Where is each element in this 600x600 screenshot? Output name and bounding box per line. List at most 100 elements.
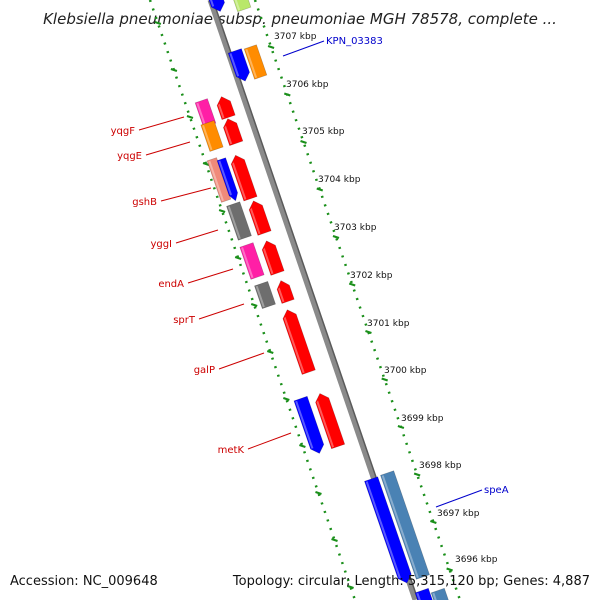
left-track-tick xyxy=(234,255,242,261)
gene-feature[interactable] xyxy=(254,280,276,310)
gene-feature[interactable] xyxy=(226,201,252,241)
left-track-tick xyxy=(218,208,226,214)
gene-label-leader xyxy=(187,268,234,284)
gene-label-leader xyxy=(435,489,483,508)
gene-feature-highlight xyxy=(229,53,240,77)
gene-feature-highlight xyxy=(218,160,232,196)
right-track-tick xyxy=(413,472,421,477)
gene-feature-highlight xyxy=(432,592,441,600)
gene-feature[interactable] xyxy=(293,395,326,455)
gene-feature-highlight xyxy=(208,160,224,202)
gene-feature[interactable] xyxy=(230,0,252,13)
gene-label[interactable]: endA xyxy=(158,279,184,290)
gene-feature[interactable] xyxy=(215,94,236,121)
left-track-tick xyxy=(250,302,258,308)
gene-feature-highlight xyxy=(227,206,241,240)
gene-feature[interactable] xyxy=(275,278,295,304)
gene-feature[interactable] xyxy=(229,153,258,202)
right-track-tick xyxy=(316,187,324,192)
gene-feature[interactable] xyxy=(243,44,268,80)
gene-feature[interactable] xyxy=(430,587,452,600)
gene-feature-highlight xyxy=(196,102,207,127)
ruler-label: 3703 kbp xyxy=(334,223,377,233)
gene-label-leader xyxy=(175,229,219,244)
ruler-label: 3701 kbp xyxy=(367,319,410,329)
ruler-labels: 3707 kbp 3706 kbp 3705 kbp 3704 kbp 3703 kbp… xyxy=(274,32,498,565)
gene-label-leader xyxy=(145,141,191,156)
right-track-tick xyxy=(446,567,453,572)
gene-feature[interactable] xyxy=(206,0,227,14)
left-track-tick xyxy=(202,161,210,167)
gene-feature[interactable] xyxy=(239,242,265,280)
gene-label-leader xyxy=(218,352,265,370)
gene-label[interactable]: KPN_03383 xyxy=(326,36,383,47)
left-track-tick xyxy=(154,20,162,26)
gene-feature-highlight xyxy=(316,400,335,448)
ruler-ticks xyxy=(154,20,453,590)
gene-feature[interactable] xyxy=(221,116,244,146)
gene-label[interactable]: sprT xyxy=(173,315,196,326)
gene-label[interactable]: yggI xyxy=(150,239,172,250)
gene-feature-highlight xyxy=(224,125,233,145)
gene-feature[interactable] xyxy=(194,98,217,128)
left-track-tick xyxy=(315,490,322,496)
left-track-tick xyxy=(299,443,306,449)
gene-feature-highlight xyxy=(416,592,425,600)
left-track-tick xyxy=(347,584,354,590)
gene-feature[interactable] xyxy=(414,587,436,600)
gene-label[interactable]: yqgE xyxy=(117,151,142,162)
gene-feature-highlight xyxy=(218,103,225,119)
gene-feature-highlight xyxy=(283,316,305,374)
gene-label[interactable]: gshB xyxy=(132,197,157,208)
gene-feature-highlight xyxy=(202,125,213,151)
ruler-label: 3698 kbp xyxy=(419,461,462,471)
ruler-label: 3700 kbp xyxy=(384,366,427,376)
gene-label-leader xyxy=(138,116,185,131)
gene-feature[interactable] xyxy=(364,476,413,586)
gene-label-leader xyxy=(247,432,292,450)
ruler-label: 3696 kbp xyxy=(455,555,498,565)
gene-label-callouts: yqgF yqgE gshB yggI endA sprT galP metK KPN_0338… xyxy=(111,36,509,508)
left-track-tick xyxy=(331,537,338,543)
gene-feature-highlight xyxy=(381,475,419,579)
gene-feature[interactable] xyxy=(260,239,285,276)
ruler-label: 3697 kbp xyxy=(437,509,480,519)
left-track-tick xyxy=(186,114,194,120)
right-track-tick xyxy=(300,139,307,145)
topology-text: Topology: circular; Length: 5,315,120 bp… xyxy=(232,574,590,589)
right-track-tick xyxy=(332,234,340,240)
ruler-label: 3707 kbp xyxy=(274,32,317,42)
accession-text: Accession: NC_009648 xyxy=(10,574,158,589)
gene-feature[interactable] xyxy=(247,199,272,236)
left-tick-track xyxy=(148,0,357,600)
left-track-tick xyxy=(170,67,178,73)
gene-feature-highlight xyxy=(255,285,265,308)
ruler-label: 3702 kbp xyxy=(350,271,393,281)
gene-feature[interactable] xyxy=(227,48,252,84)
gene-feature-highlight xyxy=(295,400,314,449)
gene-feature-highlight xyxy=(263,247,274,275)
gene-feature-highlight xyxy=(365,481,401,579)
gene-label[interactable]: metK xyxy=(218,445,245,456)
gene-feature[interactable] xyxy=(380,470,430,580)
ruler-label: 3699 kbp xyxy=(401,414,444,424)
gene-feature[interactable] xyxy=(281,308,316,375)
gene-feature-highlight xyxy=(241,247,254,279)
gene-feature[interactable] xyxy=(206,157,232,203)
gene-feature-highlight xyxy=(250,207,261,235)
gene-feature-highlight xyxy=(232,162,247,200)
gene-feature[interactable] xyxy=(200,120,224,152)
ruler-label: 3706 kbp xyxy=(286,80,329,90)
left-track-tick xyxy=(282,396,290,402)
gene-label-leader xyxy=(282,40,325,57)
gene-feature[interactable] xyxy=(216,157,240,203)
right-track-tick xyxy=(365,329,372,335)
ruler-label: 3704 kbp xyxy=(318,175,361,185)
gene-label[interactable]: yqgF xyxy=(111,126,136,137)
gene-feature[interactable] xyxy=(313,391,346,450)
gene-label[interactable]: galP xyxy=(194,365,215,376)
gene-label[interactable]: speA xyxy=(484,485,509,496)
right-track-tick xyxy=(430,519,437,525)
